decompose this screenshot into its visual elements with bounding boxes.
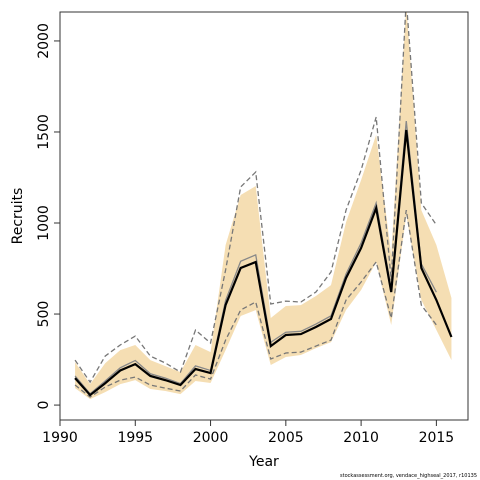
y-tick-label: 500 <box>36 301 52 328</box>
plot-frame <box>59 11 469 421</box>
x-tick-label: 2005 <box>268 430 304 446</box>
y-axis-label: Recruits <box>10 188 26 245</box>
plot-area <box>74 12 453 400</box>
series-line <box>74 12 437 384</box>
confidence-band <box>75 12 452 400</box>
x-tick-label: 1995 <box>117 430 153 446</box>
x-tick-label: 2000 <box>193 430 229 446</box>
series-line <box>74 129 453 397</box>
x-tick-label: 2015 <box>419 430 455 446</box>
y-tick-label: 2000 <box>36 23 52 59</box>
y-tick-label: 1500 <box>36 114 52 150</box>
y-tick-label: 1000 <box>36 205 52 241</box>
y-tick-label: 0 <box>36 401 52 410</box>
x-axis-label: Year <box>248 454 279 470</box>
x-tick-label: 2010 <box>343 430 379 446</box>
x-tick-label: 1990 <box>42 430 78 446</box>
series-line <box>74 120 437 395</box>
footnote: stockassessment.org, vendace_highseal_20… <box>340 473 477 479</box>
